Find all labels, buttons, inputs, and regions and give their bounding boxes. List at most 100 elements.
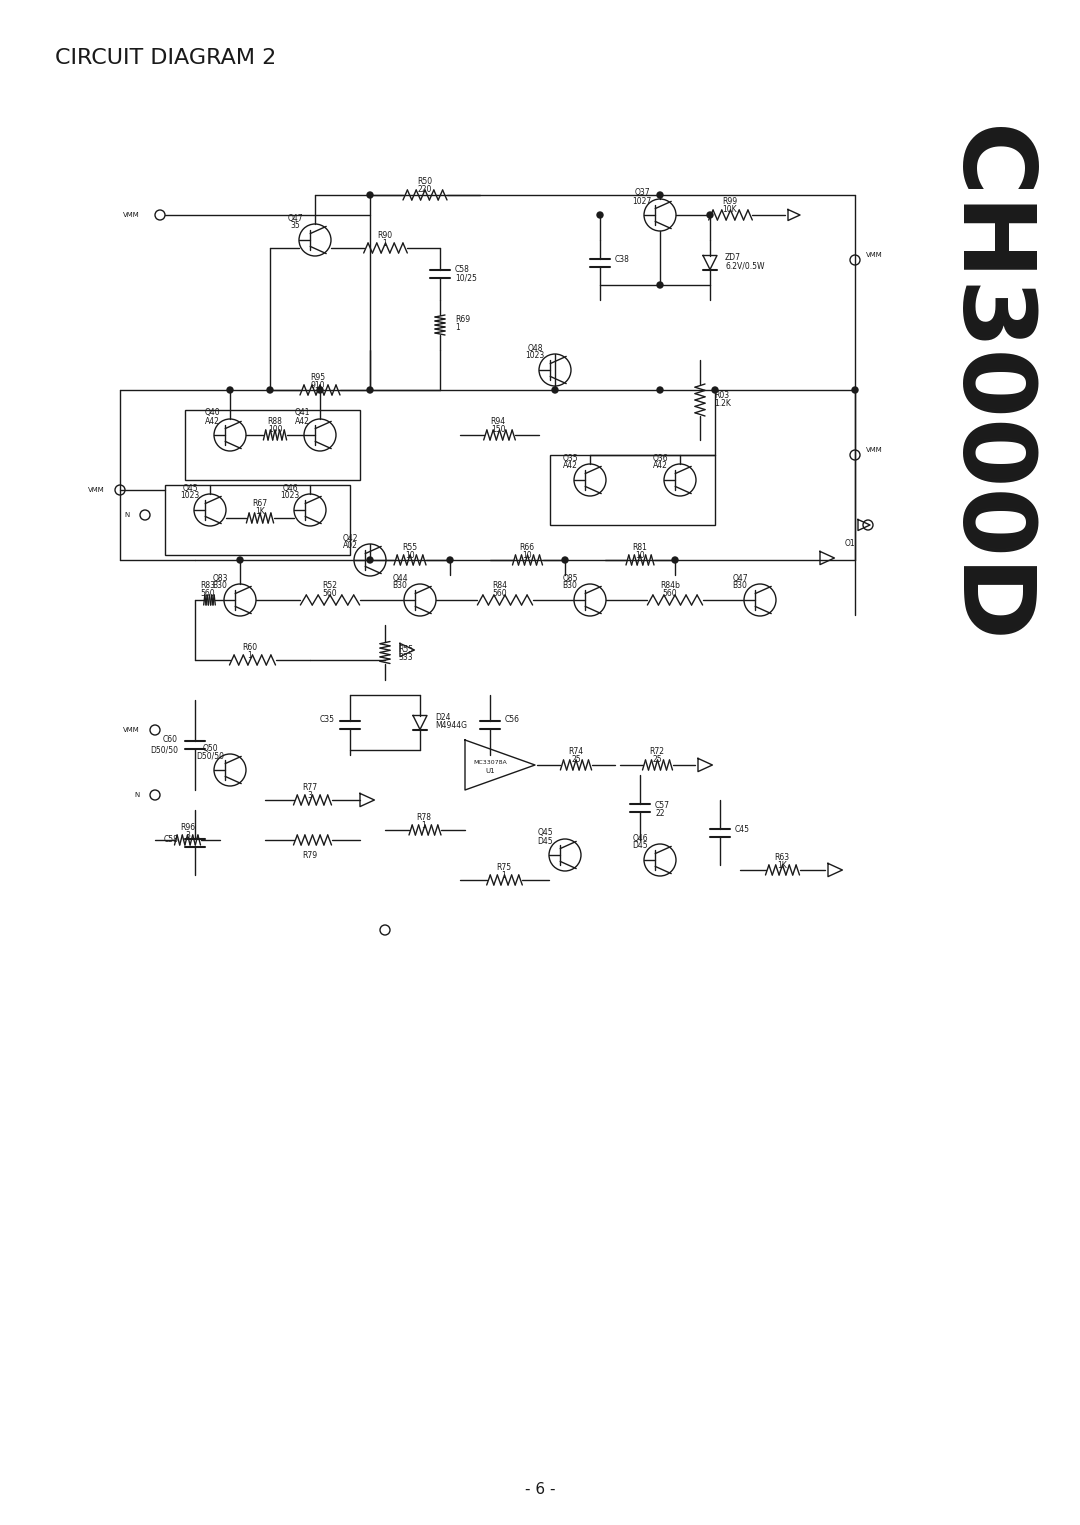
Circle shape: [267, 387, 273, 393]
Text: 1: 1: [455, 323, 460, 332]
Text: Q45: Q45: [183, 483, 198, 493]
Circle shape: [227, 387, 233, 393]
Text: C56: C56: [505, 715, 519, 724]
Text: 560: 560: [492, 590, 508, 598]
Text: 560: 560: [663, 590, 677, 598]
Text: 10: 10: [635, 551, 645, 560]
Text: R69: R69: [455, 316, 470, 325]
Text: R72: R72: [649, 747, 664, 756]
Text: 10: 10: [405, 551, 415, 560]
Text: 10: 10: [523, 551, 531, 560]
Circle shape: [367, 557, 373, 563]
Text: R03: R03: [714, 390, 729, 400]
Bar: [165, 485, 350, 555]
Text: 560: 560: [201, 590, 215, 598]
Text: 220: 220: [418, 186, 432, 195]
Text: 22: 22: [654, 808, 664, 817]
Circle shape: [863, 520, 873, 531]
Circle shape: [447, 557, 453, 563]
Text: 1.2K: 1.2K: [714, 398, 731, 407]
Text: B30: B30: [732, 581, 747, 590]
Text: 1027: 1027: [633, 197, 651, 206]
Text: CH3000D: CH3000D: [936, 127, 1034, 644]
Text: D50/50: D50/50: [195, 752, 224, 761]
Text: R81: R81: [633, 543, 647, 552]
Text: Q41: Q41: [294, 409, 310, 418]
Text: A42: A42: [295, 416, 310, 425]
Text: Q85: Q85: [563, 573, 578, 583]
Text: R84: R84: [492, 581, 508, 590]
Text: C58: C58: [455, 265, 470, 274]
Circle shape: [712, 387, 718, 393]
Circle shape: [367, 387, 373, 393]
Text: Q50: Q50: [202, 744, 218, 752]
Text: R66: R66: [519, 543, 535, 552]
Text: R88: R88: [268, 416, 283, 425]
Circle shape: [657, 387, 663, 393]
Text: R83: R83: [201, 581, 216, 590]
Circle shape: [150, 790, 160, 801]
Text: B30: B30: [213, 581, 228, 590]
Text: 3: 3: [186, 831, 190, 839]
Text: R67: R67: [253, 500, 268, 508]
Text: Q36: Q36: [652, 453, 667, 462]
Text: C45: C45: [735, 825, 750, 834]
Text: Q47: Q47: [287, 214, 302, 223]
Text: D24: D24: [435, 714, 450, 723]
Text: R79: R79: [302, 851, 318, 860]
Text: Q40: Q40: [204, 409, 220, 418]
Text: R78: R78: [417, 813, 432, 822]
Text: B30: B30: [563, 581, 578, 590]
Text: ZD7: ZD7: [725, 253, 741, 262]
Text: Q45: Q45: [537, 828, 553, 837]
Text: Q48: Q48: [527, 343, 543, 352]
Text: 1023: 1023: [525, 351, 544, 360]
Bar: [550, 454, 715, 525]
Circle shape: [597, 212, 603, 218]
Text: N: N: [125, 512, 130, 518]
Text: C38: C38: [615, 256, 630, 264]
Text: Q46: Q46: [282, 483, 298, 493]
Circle shape: [850, 255, 860, 265]
Circle shape: [562, 557, 568, 563]
Text: 25: 25: [571, 755, 581, 764]
Text: 1023: 1023: [281, 491, 299, 500]
Circle shape: [318, 387, 323, 393]
Text: VMM: VMM: [123, 212, 140, 218]
Circle shape: [657, 192, 663, 198]
Text: B30: B30: [392, 581, 407, 590]
Text: 6.2V/0.5W: 6.2V/0.5W: [725, 261, 765, 270]
Text: R50: R50: [418, 177, 433, 186]
Text: R84b: R84b: [660, 581, 680, 590]
Text: 3: 3: [308, 790, 312, 799]
Text: O1: O1: [845, 538, 855, 547]
Text: C35: C35: [320, 715, 335, 724]
Text: 10/25: 10/25: [455, 273, 477, 282]
Text: Q46: Q46: [632, 834, 648, 842]
Text: - 6 -: - 6 -: [525, 1482, 555, 1498]
Text: VMM: VMM: [89, 486, 105, 493]
Circle shape: [672, 557, 678, 563]
Circle shape: [707, 212, 713, 218]
Text: Q42: Q42: [342, 534, 357, 543]
Text: R52: R52: [323, 581, 337, 590]
Text: Q47: Q47: [732, 573, 747, 583]
Text: 1K: 1K: [255, 508, 265, 517]
Text: D45: D45: [632, 842, 648, 851]
Text: 35: 35: [291, 221, 300, 230]
Text: R74: R74: [568, 747, 583, 756]
Text: N: N: [135, 791, 140, 798]
Text: C57: C57: [654, 801, 670, 810]
Text: 100: 100: [268, 424, 282, 433]
Circle shape: [237, 557, 243, 563]
Text: 1: 1: [247, 651, 253, 659]
Text: 25: 25: [652, 755, 662, 764]
Text: 150: 150: [490, 424, 505, 433]
Text: 333: 333: [399, 654, 413, 662]
Circle shape: [367, 192, 373, 198]
Circle shape: [852, 387, 858, 393]
Text: VMM: VMM: [123, 727, 140, 734]
Text: A42: A42: [652, 462, 667, 471]
Text: D50/50: D50/50: [150, 746, 178, 755]
Text: 1023: 1023: [180, 491, 200, 500]
